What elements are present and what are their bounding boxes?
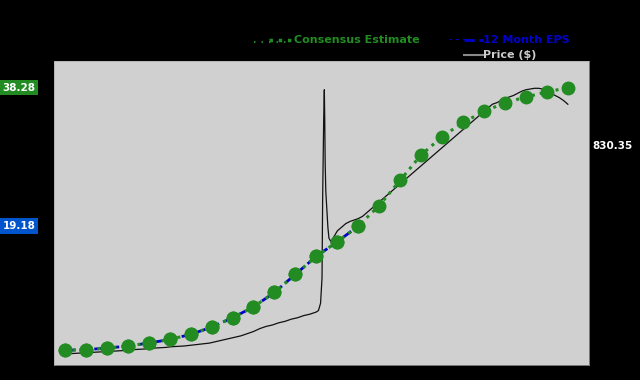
Text: 830.35: 830.35	[592, 141, 632, 151]
Text: 19.18: 19.18	[3, 221, 35, 231]
Text: ----: ----	[447, 33, 477, 46]
Text: .....: .....	[250, 33, 288, 46]
Text: 12 Month EPS: 12 Month EPS	[483, 35, 570, 45]
Text: Consensus Estimate: Consensus Estimate	[294, 35, 420, 45]
Text: 38.28: 38.28	[3, 83, 36, 93]
Text: —: —	[464, 49, 477, 62]
Text: Price ($): Price ($)	[483, 50, 536, 60]
